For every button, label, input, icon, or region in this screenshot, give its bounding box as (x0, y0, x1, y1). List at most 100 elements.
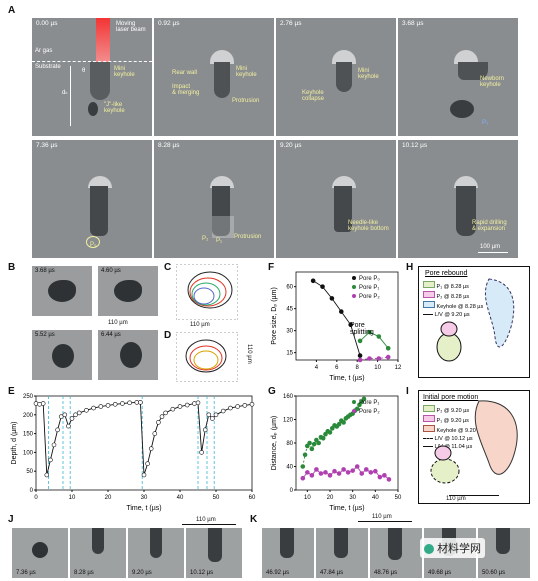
pore-p0 (86, 236, 100, 248)
panel-b-scale: 110 µm (108, 320, 128, 326)
data-point (318, 471, 324, 476)
data-point (55, 427, 60, 433)
x-tick-label: 4 (315, 365, 319, 371)
y-tick-label: 160 (283, 394, 294, 400)
data-point (195, 400, 201, 406)
data-point (141, 472, 147, 478)
x-tick-label: 40 (177, 495, 184, 501)
data-point (48, 457, 53, 463)
tile-time: 9.20 µs (132, 570, 152, 576)
panel-label-a: A (8, 5, 16, 16)
panel-label-d: D (164, 330, 172, 341)
panel-k-scale: 110 µm (372, 514, 392, 520)
y-tick-label: 100 (23, 450, 34, 456)
x-axis-label: Time, t (µs) (126, 505, 161, 512)
tile-time: 47.84 µs (320, 570, 344, 576)
y-tick-label: 80 (286, 441, 293, 447)
data-point (307, 440, 312, 446)
data-point (367, 356, 372, 361)
data-point (98, 404, 104, 409)
x-tick-label: 30 (349, 495, 356, 501)
data-point (368, 470, 374, 475)
panel-h-legend: P₁ @ 8.28 µs P₂ @ 8.28 µs Keyhole @ 8.28… (423, 281, 483, 319)
tile-time: 3.68 µs (35, 268, 55, 274)
data-point (62, 412, 68, 418)
x-tick-label: 40 (372, 495, 379, 501)
series-line (359, 331, 389, 349)
data-point (138, 400, 143, 405)
data-point (311, 441, 317, 447)
data-point (345, 470, 351, 475)
scale-bar (478, 252, 508, 253)
data-point (309, 446, 315, 452)
bump (210, 176, 234, 188)
annotation-j-like-keyhole: "J"-like keyhole (104, 102, 125, 115)
data-point (359, 471, 365, 476)
tile-time: 49.68 µs (428, 570, 452, 576)
bump (332, 50, 356, 64)
annotation-mini-keyhole-2: Mini keyhole (236, 66, 257, 79)
tile-time: 4.60 µs (101, 268, 121, 274)
annotation-newborn-keyhole: Newborn keyhole (480, 76, 505, 89)
y-axis-label: Depth, d (µm) (11, 422, 18, 465)
annotation-keyhole-collapse: Keyhole collapse (302, 90, 325, 103)
data-point (314, 437, 319, 443)
data-point (309, 473, 315, 478)
tile-time: 8.28 µs (74, 570, 94, 576)
tile-time: 2.76 µs (280, 20, 302, 27)
data-point (159, 414, 165, 419)
x-tick-label: 30 (141, 495, 148, 501)
data-point (341, 420, 346, 425)
y-axis-label: Distance, dₚ (µm) (271, 416, 278, 471)
panel-b-tile-1: 3.68 µs (32, 266, 92, 316)
data-point (385, 345, 391, 351)
data-point (382, 473, 387, 478)
data-point (376, 356, 382, 361)
bump (88, 176, 112, 188)
data-point (202, 427, 208, 433)
chart-f-annotation: Pore splitting (350, 322, 374, 337)
x-tick-label: 8 (356, 365, 360, 371)
annotation-ar-gas: Ar gas (35, 48, 53, 54)
legend-marker (352, 276, 356, 280)
data-point (354, 406, 360, 412)
panel-h: Pore rebound P₁ @ 8.28 µs P₂ @ 8.28 µs K… (418, 266, 530, 378)
laser-beam (96, 18, 110, 63)
data-point (40, 401, 46, 406)
series-line (312, 280, 361, 356)
y-tick-label: 40 (286, 465, 293, 471)
panel-j-tile-3: 9.20 µs (128, 528, 184, 578)
data-point (84, 407, 89, 413)
substrate-line (32, 61, 152, 62)
annotation-dk: dₖ (62, 90, 68, 96)
panel-label-g: G (268, 386, 276, 397)
panel-i-scale: 110 µm (446, 496, 466, 502)
panel-i-title: Initial pore motion (423, 394, 479, 401)
data-point (69, 416, 75, 421)
data-point (385, 354, 391, 360)
y-tick-label: 60 (286, 285, 293, 291)
x-axis-label: Time, t (µs) (329, 375, 364, 382)
panel-i-legend: P₂ @ 9.20 µs P₁ @ 9.20 µs Keyhole @ 9.20… (423, 405, 483, 451)
panel-label-j: J (8, 514, 14, 525)
data-point (305, 470, 310, 475)
keyhole-shape (212, 186, 230, 236)
chart-g: 10 20 30 40 50 0 40 80 120 160 Time, t (µs) Distanc… (271, 394, 402, 512)
annotation-mini-keyhole: Mini keyhole (114, 66, 135, 79)
annotation-moving-laser: Moving laser beam (116, 21, 146, 34)
legend-item: L/V @ 9.20 µs (434, 312, 470, 318)
data-point (156, 420, 161, 425)
data-point (350, 468, 355, 473)
panel-label-e: E (8, 386, 15, 397)
legend-label: Pore P₁ (359, 400, 379, 406)
tile-time: 50.60 µs (482, 570, 506, 576)
x-tick-label: 60 (249, 495, 256, 501)
tile-time: 9.20 µs (280, 142, 302, 149)
data-point (354, 464, 360, 469)
data-point (332, 468, 337, 474)
data-point (348, 322, 353, 328)
panel-a-tile-4: 3.68 µs Newborn keyhole P₀ (398, 18, 518, 136)
bump (454, 50, 478, 64)
data-point (177, 404, 183, 409)
data-point (105, 403, 111, 408)
